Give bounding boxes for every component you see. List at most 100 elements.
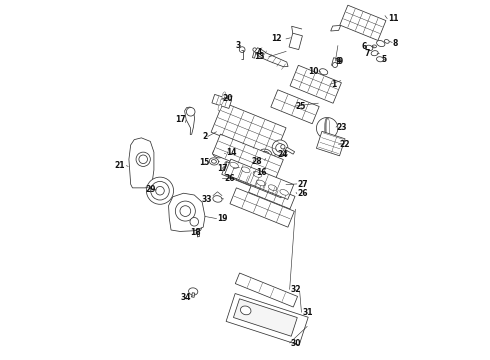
Ellipse shape <box>262 151 269 157</box>
Ellipse shape <box>220 98 223 105</box>
Ellipse shape <box>372 45 376 48</box>
Ellipse shape <box>253 172 262 177</box>
Text: 9: 9 <box>337 57 343 66</box>
Ellipse shape <box>366 45 373 50</box>
Ellipse shape <box>253 48 256 51</box>
Polygon shape <box>340 5 386 40</box>
Polygon shape <box>211 102 286 158</box>
Polygon shape <box>212 134 283 179</box>
Ellipse shape <box>216 152 222 156</box>
Polygon shape <box>169 193 205 231</box>
Text: 3: 3 <box>235 41 241 50</box>
Ellipse shape <box>223 167 226 170</box>
Polygon shape <box>252 49 257 58</box>
Text: 26: 26 <box>297 189 308 198</box>
Ellipse shape <box>257 180 265 186</box>
Ellipse shape <box>234 170 237 173</box>
Polygon shape <box>290 65 342 103</box>
Text: 17: 17 <box>217 165 228 174</box>
Ellipse shape <box>324 118 328 138</box>
Ellipse shape <box>228 165 235 172</box>
Text: 25: 25 <box>295 102 306 111</box>
Ellipse shape <box>326 118 330 138</box>
Ellipse shape <box>230 174 233 177</box>
Ellipse shape <box>243 162 245 165</box>
Polygon shape <box>331 26 341 31</box>
Text: 9: 9 <box>336 57 342 66</box>
Polygon shape <box>289 33 302 50</box>
Text: 32: 32 <box>291 285 301 294</box>
Ellipse shape <box>209 158 219 165</box>
Text: 18: 18 <box>190 228 200 237</box>
Polygon shape <box>192 293 195 297</box>
Ellipse shape <box>325 118 329 138</box>
Ellipse shape <box>269 185 277 190</box>
Ellipse shape <box>225 162 228 165</box>
Ellipse shape <box>276 144 284 152</box>
Text: 27: 27 <box>297 180 308 189</box>
Polygon shape <box>185 107 195 135</box>
Ellipse shape <box>240 167 249 176</box>
Ellipse shape <box>281 145 285 149</box>
Ellipse shape <box>237 164 252 180</box>
Polygon shape <box>236 171 284 198</box>
Polygon shape <box>225 159 294 199</box>
Ellipse shape <box>326 118 329 138</box>
Polygon shape <box>235 273 297 307</box>
Ellipse shape <box>384 40 389 43</box>
Text: 13: 13 <box>254 52 265 61</box>
Text: 16: 16 <box>256 168 266 177</box>
Ellipse shape <box>189 288 198 295</box>
Ellipse shape <box>239 47 245 53</box>
Ellipse shape <box>239 178 242 181</box>
Ellipse shape <box>251 170 254 173</box>
Ellipse shape <box>243 179 245 182</box>
Text: 23: 23 <box>337 123 347 132</box>
Ellipse shape <box>136 152 150 166</box>
Ellipse shape <box>376 57 384 62</box>
Polygon shape <box>233 299 297 336</box>
Ellipse shape <box>237 167 240 170</box>
Text: 21: 21 <box>115 161 125 170</box>
Ellipse shape <box>247 178 250 181</box>
Ellipse shape <box>272 140 288 156</box>
Ellipse shape <box>333 63 338 67</box>
Ellipse shape <box>222 92 225 99</box>
Text: 15: 15 <box>199 158 209 167</box>
Ellipse shape <box>190 217 198 226</box>
Ellipse shape <box>156 186 164 195</box>
Ellipse shape <box>213 196 222 202</box>
Text: 1: 1 <box>331 80 336 89</box>
Ellipse shape <box>139 155 147 163</box>
Text: 10: 10 <box>308 67 318 76</box>
Ellipse shape <box>260 149 272 159</box>
Text: 26: 26 <box>224 174 235 183</box>
Ellipse shape <box>186 108 195 116</box>
Ellipse shape <box>242 167 250 173</box>
Polygon shape <box>212 94 232 108</box>
Text: 28: 28 <box>251 157 262 166</box>
Polygon shape <box>317 131 345 156</box>
Polygon shape <box>255 48 288 67</box>
Ellipse shape <box>212 159 217 163</box>
Ellipse shape <box>235 162 238 165</box>
Ellipse shape <box>319 69 328 75</box>
Text: 4: 4 <box>257 48 262 57</box>
Ellipse shape <box>325 118 329 138</box>
Text: 33: 33 <box>202 195 212 204</box>
Ellipse shape <box>235 175 238 177</box>
Text: 12: 12 <box>271 34 281 43</box>
Text: 24: 24 <box>278 150 288 159</box>
Text: 20: 20 <box>222 94 233 103</box>
Ellipse shape <box>235 166 238 169</box>
Polygon shape <box>230 188 294 227</box>
Ellipse shape <box>241 306 251 315</box>
Polygon shape <box>332 58 339 67</box>
Text: 17: 17 <box>175 116 185 125</box>
Polygon shape <box>197 231 199 236</box>
Ellipse shape <box>151 181 169 200</box>
Text: 19: 19 <box>217 215 228 224</box>
Text: 30: 30 <box>291 339 301 348</box>
Polygon shape <box>248 180 295 209</box>
Ellipse shape <box>239 163 242 166</box>
